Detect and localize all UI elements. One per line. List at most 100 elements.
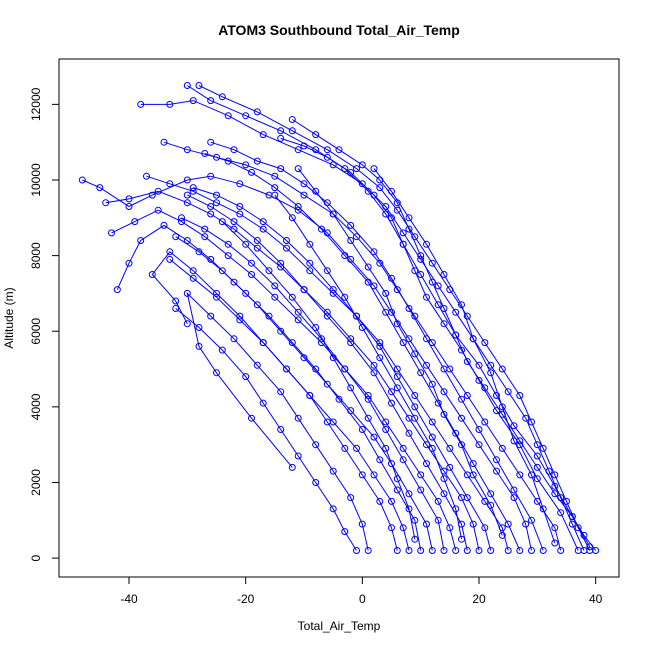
data-point [283, 365, 290, 373]
series-line [105, 190, 480, 551]
data-point [300, 142, 308, 150]
data-point [358, 180, 366, 188]
data-point [411, 267, 419, 275]
data-point [370, 191, 378, 199]
data-point [265, 312, 273, 320]
series-line [181, 217, 445, 551]
data-point [183, 146, 191, 154]
data-point [236, 316, 244, 324]
data-point [323, 153, 331, 161]
data-point [452, 331, 460, 339]
data-point [376, 497, 384, 505]
data-point [113, 286, 121, 294]
data-point [329, 286, 337, 294]
series-23 [271, 191, 465, 543]
x-tick-label: 40 [589, 592, 603, 606]
series-line [292, 119, 597, 551]
series-19 [166, 255, 401, 554]
data-point [125, 259, 133, 267]
data-point [592, 547, 600, 554]
data-point [277, 388, 285, 396]
data-point [498, 403, 506, 411]
data-point [172, 305, 180, 312]
data-point [370, 165, 378, 173]
series-11 [183, 82, 594, 551]
data-point [125, 195, 133, 203]
data-point [172, 297, 180, 305]
data-point [481, 524, 489, 532]
data-point [312, 187, 320, 195]
data-point [510, 486, 518, 494]
data-point [213, 199, 220, 207]
series-line [82, 175, 532, 551]
data-point [248, 168, 255, 176]
data-point [469, 520, 477, 528]
data-point [242, 112, 250, 120]
y-axis: 0 2000 4000 6000 8000 10000 12000 [29, 87, 60, 561]
data-point [440, 305, 448, 312]
data-point [312, 131, 320, 139]
data-point [423, 293, 430, 301]
data-point [189, 274, 197, 282]
data-point [551, 490, 559, 498]
series-line [175, 308, 357, 551]
data-point [195, 82, 203, 89]
data-point [178, 214, 185, 222]
data-point [183, 320, 191, 328]
data-point [102, 199, 110, 207]
data-point [201, 150, 209, 157]
data-point [265, 267, 273, 275]
data-point [434, 282, 442, 290]
data-point [277, 127, 285, 135]
data-point [318, 335, 325, 343]
data-point [516, 471, 524, 479]
data-point [347, 339, 355, 347]
data-point [230, 335, 238, 343]
series-line [280, 137, 579, 551]
data-point [405, 547, 413, 554]
data-point [428, 547, 436, 554]
data-point [417, 471, 425, 479]
data-point [376, 456, 384, 464]
data-point [393, 384, 401, 392]
data-point [388, 524, 395, 532]
y-tick-label: 6000 [29, 318, 43, 345]
x-axis: -40 -20 0 20 40 [120, 576, 603, 606]
data-point [364, 395, 372, 403]
data-point [108, 229, 115, 237]
data-point [510, 494, 518, 502]
series-line [163, 141, 562, 551]
y-axis-label: Altitude (m) [2, 287, 16, 348]
data-point [533, 475, 541, 483]
data-point [458, 535, 465, 543]
data-point [399, 240, 407, 248]
data-point [96, 184, 104, 192]
data-point [277, 327, 285, 335]
data-point [271, 191, 279, 199]
data-point [253, 301, 261, 309]
data-point [312, 365, 320, 373]
data-point [283, 237, 290, 244]
data-point [172, 233, 180, 241]
data-point [166, 180, 174, 188]
data-point [428, 433, 436, 441]
data-point [475, 376, 483, 384]
data-point [166, 100, 174, 108]
data-point [294, 203, 302, 210]
data-point [347, 237, 355, 244]
data-point [358, 520, 366, 528]
data-point [183, 191, 191, 199]
data-point [341, 293, 349, 301]
series-line [198, 85, 591, 551]
data-point [493, 456, 500, 464]
data-point [353, 165, 360, 173]
data-point [370, 433, 378, 441]
data-point [288, 293, 296, 301]
data-point [574, 524, 582, 532]
data-point [399, 444, 407, 452]
data-point [166, 255, 174, 263]
data-point [370, 282, 378, 290]
data-point [370, 361, 378, 369]
data-point [417, 252, 425, 260]
